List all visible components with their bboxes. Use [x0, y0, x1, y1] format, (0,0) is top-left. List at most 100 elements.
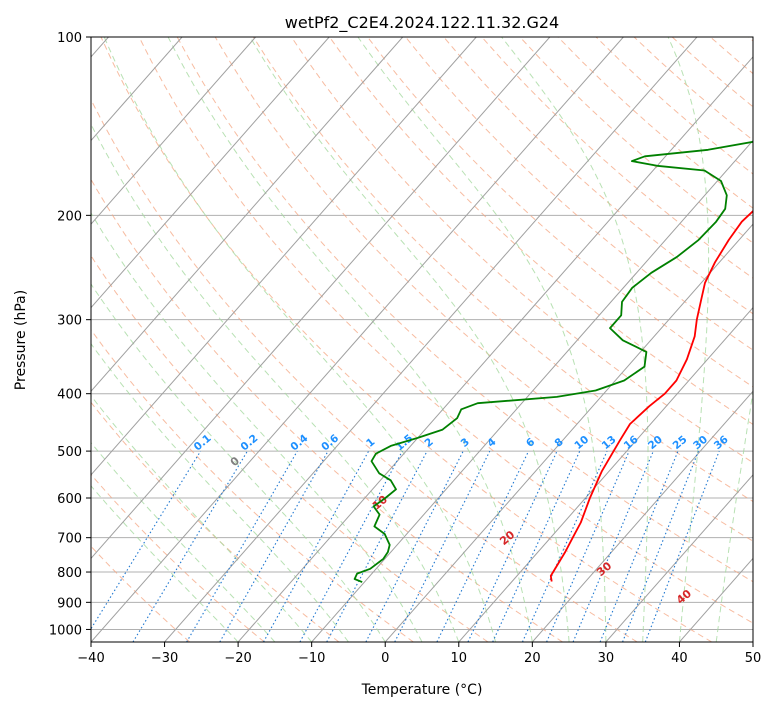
mixing-ratio-label: 2 [422, 436, 435, 450]
x-axis-label: Temperature (°C) [361, 682, 483, 698]
moist-adiabat-label: 40 [674, 587, 694, 607]
dry-adiabat-line [290, 37, 753, 464]
moist-adiabat-line [667, 37, 710, 642]
mixing-ratio-label: 10 [572, 434, 591, 453]
mixing-ratio-label: 0.6 [319, 432, 341, 453]
mixing-ratio-line [492, 450, 581, 642]
x-tick-label: −40 [77, 651, 104, 666]
x-tick-label: 40 [671, 651, 688, 666]
dry-adiabat-label-bg [59, 366, 79, 378]
mixing-ratio-line [467, 450, 558, 642]
dry-adiabat-label: -20 [0, 340, 11, 363]
dry-adiabat-line [91, 401, 340, 642]
mixing-ratio-label: 20 [646, 434, 665, 453]
x-tick-label: −20 [224, 651, 251, 666]
y-tick-label: 500 [57, 445, 82, 460]
isotherm-line [384, 223, 753, 642]
dry-adiabat-label-bg [0, 344, 9, 356]
moist-adiabat-line [167, 37, 533, 642]
moist-adiabat-line [249, 37, 570, 642]
dry-adiabat-line [138, 37, 753, 624]
moist-adiabat-line [103, 37, 497, 642]
mixing-ratio-line [521, 450, 608, 642]
mixing-ratio-label: 8 [552, 436, 565, 450]
dry-adiabat-line [91, 178, 563, 642]
dry-adiabat-line [367, 37, 753, 388]
x-tick-label: 30 [598, 651, 615, 666]
moist-adiabat-line [91, 123, 460, 642]
temperature-line [549, 209, 753, 582]
y-tick-label: 900 [57, 596, 82, 611]
mixing-ratio-line [186, 450, 298, 642]
mixing-ratio-label: 4 [485, 436, 498, 450]
mixing-ratio-label: 0.2 [238, 432, 260, 453]
y-tick-label: 1000 [49, 623, 82, 638]
y-axis-label: Pressure (hPa) [13, 290, 29, 390]
y-tick-label: 600 [57, 492, 82, 507]
x-tick-label: 0 [381, 651, 389, 666]
mixing-ratio-line [436, 450, 530, 642]
dry-adiabat-line [91, 254, 489, 642]
y-tick-label: 100 [57, 31, 82, 46]
moist-adiabat-line [501, 37, 649, 642]
dry-adiabat-label: -10 [57, 361, 80, 384]
moist-adiabat-line [91, 394, 313, 642]
mixing-ratio-label: 16 [622, 434, 641, 453]
moist-adiabat-line [91, 342, 349, 642]
chart-title: wetPf2_C2E4.2024.122.11.32.G24 [285, 13, 559, 33]
mixing-ratio-label: 0.4 [288, 432, 310, 453]
moist-adiabat-label: 0 [228, 454, 242, 469]
mixing-ratio-label: 6 [524, 436, 537, 450]
mixing-ratio-label: 1.5 [393, 432, 415, 453]
dry-adiabat-line [91, 98, 638, 642]
isotherm-line [605, 474, 753, 642]
x-tick-label: 20 [524, 651, 541, 666]
mixing-ratio-line [132, 450, 248, 642]
isotherm-line [752, 641, 753, 642]
isotherm-line [91, 37, 551, 560]
isotherm-line [237, 56, 753, 642]
plot-area: 0.10.20.40.611.52346810131620253036-100-… [0, 37, 753, 642]
mixing-ratio-label: 1 [364, 436, 377, 450]
dry-adiabat-line [329, 37, 753, 425]
isotherm-line [91, 37, 183, 142]
mixing-ratio-line [572, 450, 654, 642]
dry-adiabat-line [557, 37, 753, 209]
dry-adiabat-line [709, 37, 753, 75]
mixing-ratio-line [91, 450, 202, 630]
mixing-ratio-label: 13 [600, 434, 619, 453]
isotherm-line [91, 37, 477, 476]
moist-adiabat-line [91, 441, 276, 642]
moist-adiabat-line [91, 212, 423, 642]
isotherm-line [91, 37, 256, 225]
mixing-ratio-line [299, 450, 403, 642]
dry-adiabat-line [91, 473, 265, 642]
isotherm-line [91, 37, 624, 642]
isotherm-line [531, 390, 753, 642]
mixing-ratio-line [599, 450, 679, 642]
dry-adiabat-line [100, 37, 713, 642]
isotherm-line [311, 139, 753, 642]
mixing-ratio-label: 25 [671, 434, 690, 453]
moist-adiabat-line [357, 37, 607, 642]
isotherm-line [91, 37, 404, 392]
mixing-ratio-line [263, 450, 370, 642]
x-tick-label: 50 [745, 651, 762, 666]
moist-adiabat-line [91, 283, 386, 642]
dry-adiabat-line [214, 37, 753, 542]
mixing-ratio-line [326, 450, 428, 642]
dry-adiabat-line [405, 37, 753, 351]
isotherm-line [458, 306, 753, 642]
moist-adiabat-line [715, 388, 753, 642]
mixing-ratio-label: 36 [712, 434, 731, 453]
dry-adiabat-line [748, 37, 753, 42]
dry-adiabat-line [176, 37, 753, 583]
dry-adiabat-line [91, 545, 191, 642]
dry-adiabat-line [91, 329, 414, 642]
dry-adiabat-line [481, 37, 753, 279]
mixing-ratio-line [219, 450, 329, 642]
moist-adiabat-label: 20 [497, 528, 517, 548]
mixing-ratio-label: 30 [691, 434, 710, 453]
x-tick-label: −10 [298, 651, 325, 666]
